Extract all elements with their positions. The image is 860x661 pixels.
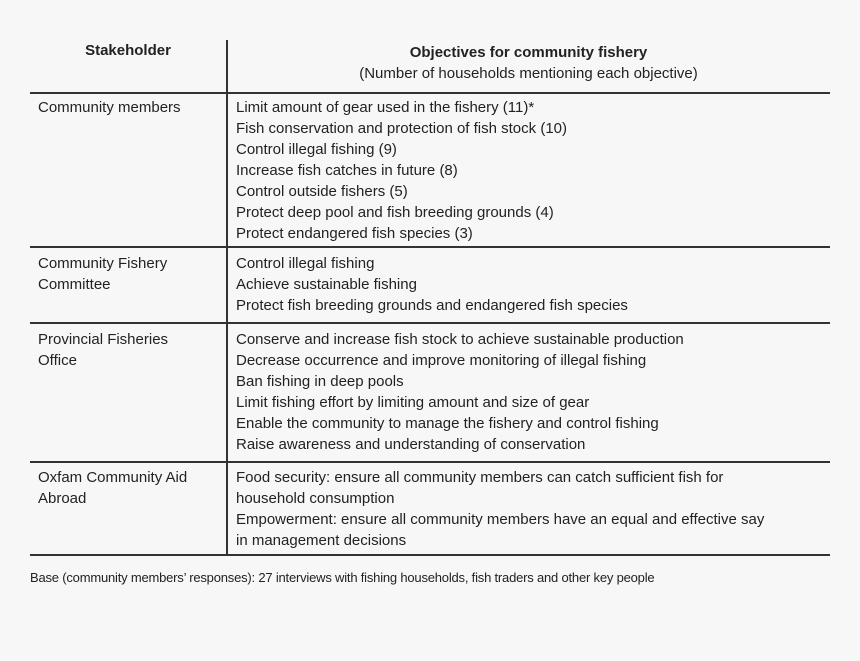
column-divider <box>226 40 228 556</box>
objective-item: Limit fishing effort by limiting amount … <box>236 394 590 411</box>
table-row: Community members Limit amount of gear us… <box>30 94 830 246</box>
header-objectives: Objectives for community fishery (Number… <box>227 42 830 84</box>
objective-item: Control outside fishers (5) <box>236 183 408 200</box>
stakeholder-cell: Community Fishery Committee <box>30 253 226 316</box>
header-stakeholder: Stakeholder <box>85 42 171 59</box>
stakeholder-cell: Oxfam Community Aid Abroad <box>30 467 226 551</box>
objective-item: Protect fish breeding grounds and endang… <box>236 297 628 314</box>
objective-item: Raise awareness and understanding of con… <box>236 436 586 453</box>
stakeholder-cell: Provincial Fisheries Office <box>30 329 226 455</box>
objective-item: Decrease occurrence and improve monitori… <box>236 352 647 369</box>
objective-item: Food security: ensure all community memb… <box>236 469 724 486</box>
stakeholder-line: Committee <box>38 276 111 293</box>
header-objectives-title: Objectives for community fishery <box>409 44 648 61</box>
objectives-cell: Control illegal fishing Achieve sustainab… <box>226 253 830 316</box>
table-row: Community Fishery Committee Control illega… <box>30 248 830 322</box>
table-row: Oxfam Community Aid Abroad Food security: … <box>30 463 830 554</box>
row-rule <box>30 461 830 463</box>
table-body: Community members Limit amount of gear us… <box>30 94 830 556</box>
objective-item: household consumption <box>236 490 395 507</box>
objectives-cell: Conserve and increase fish stock to achi… <box>226 329 830 455</box>
objective-item: in management decisions <box>236 532 407 549</box>
objective-item: Control illegal fishing <box>236 255 375 272</box>
objective-item: Ban fishing in deep pools <box>236 373 404 390</box>
stakeholder-line: Oxfam Community Aid <box>38 469 188 486</box>
objectives-table: Stakeholder Objectives for community fis… <box>30 38 830 556</box>
objectives-cell: Food security: ensure all community memb… <box>226 467 830 551</box>
table-header: Stakeholder Objectives for community fis… <box>30 38 830 92</box>
stakeholder-line: Office <box>38 352 77 369</box>
table-row: Provincial Fisheries Office Conserve and i… <box>30 324 830 461</box>
header-rule <box>30 92 830 94</box>
objective-item: Fish conservation and protection of fish… <box>236 120 567 137</box>
footnote: Base (community members’ responses): 27 … <box>30 570 655 585</box>
stakeholder-line: Community members <box>38 99 181 116</box>
objective-item: Protect deep pool and fish breeding grou… <box>236 204 554 221</box>
header-objectives-subtitle: (Number of households mentioning each ob… <box>359 65 698 82</box>
row-rule <box>30 554 830 556</box>
objective-item: Achieve sustainable fishing <box>236 276 417 293</box>
row-rule <box>30 322 830 324</box>
objective-item: Control illegal fishing (9) <box>236 141 397 158</box>
stakeholder-line: Provincial Fisheries <box>38 331 169 348</box>
document: Stakeholder Objectives for community fis… <box>30 38 830 586</box>
stakeholder-cell: Community members <box>30 97 226 244</box>
objective-item: Conserve and increase fish stock to achi… <box>236 331 684 348</box>
objective-item: Empowerment: ensure all community member… <box>236 511 765 528</box>
row-rule <box>30 246 830 248</box>
objective-item: Increase fish catches in future (8) <box>236 162 458 179</box>
objective-item: Enable the community to manage the fishe… <box>236 415 659 432</box>
objective-item: Limit amount of gear used in the fishery… <box>236 99 535 116</box>
stakeholder-line: Abroad <box>38 490 87 507</box>
objectives-cell: Limit amount of gear used in the fishery… <box>226 97 830 244</box>
stakeholder-line: Community Fishery <box>38 255 168 272</box>
objective-item: Protect endangered fish species (3) <box>236 225 473 242</box>
